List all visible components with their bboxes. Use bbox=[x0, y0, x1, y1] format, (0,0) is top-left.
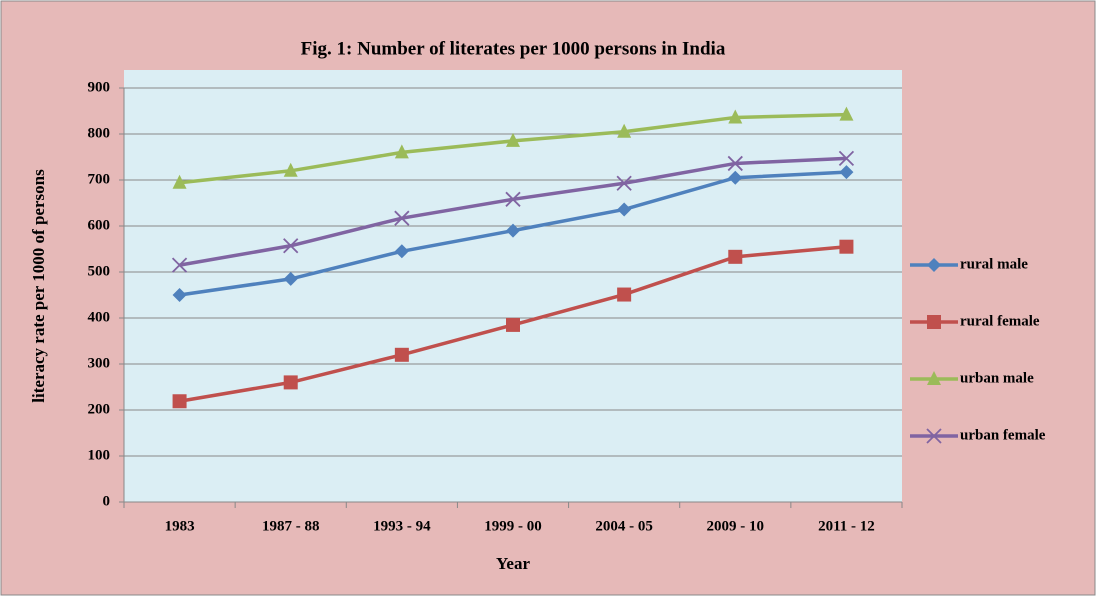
marker bbox=[728, 109, 743, 124]
marker bbox=[617, 123, 632, 138]
y-tick-label: 200 bbox=[88, 401, 111, 417]
y-tick-label: 600 bbox=[88, 217, 111, 233]
marker bbox=[927, 371, 941, 385]
marker bbox=[283, 375, 298, 390]
marker bbox=[506, 132, 520, 147]
y-tick-label: 500 bbox=[88, 263, 111, 279]
marker bbox=[506, 223, 520, 238]
y-tick-label: 400 bbox=[88, 309, 111, 325]
marker bbox=[506, 317, 520, 332]
marker bbox=[394, 244, 409, 259]
legend-label: urban male bbox=[960, 370, 1034, 386]
y-tick-label: 100 bbox=[88, 447, 111, 463]
x-tick-label: 1983 bbox=[165, 518, 195, 534]
marker bbox=[283, 271, 298, 286]
x-tick-label: 1987 - 88 bbox=[262, 518, 320, 534]
legend-label: urban female bbox=[960, 427, 1046, 443]
y-tick-label: 700 bbox=[88, 171, 111, 187]
marker bbox=[283, 162, 298, 177]
marker bbox=[283, 238, 299, 254]
marker bbox=[616, 175, 632, 191]
marker bbox=[394, 144, 409, 159]
y-tick-label: 300 bbox=[88, 355, 111, 371]
x-tick-label: 2009 - 10 bbox=[707, 518, 765, 534]
marker bbox=[838, 150, 855, 167]
marker bbox=[728, 170, 743, 185]
marker bbox=[394, 347, 409, 362]
marker bbox=[394, 210, 410, 226]
y-tick-label: 900 bbox=[88, 79, 111, 95]
legend-label: rural male bbox=[960, 256, 1028, 272]
marker bbox=[839, 239, 854, 254]
marker bbox=[839, 165, 854, 180]
legend-label: rural female bbox=[960, 313, 1040, 329]
x-axis-title: Year bbox=[496, 554, 530, 573]
marker bbox=[172, 174, 187, 189]
marker bbox=[927, 315, 941, 329]
x-tick-label: 2011 - 12 bbox=[818, 518, 875, 534]
marker bbox=[172, 394, 187, 409]
marker bbox=[505, 191, 521, 207]
marker bbox=[926, 428, 942, 444]
marker bbox=[171, 257, 188, 273]
marker bbox=[839, 106, 854, 121]
x-tick-label: 1993 - 94 bbox=[373, 518, 431, 534]
x-tick-label: 2004 - 05 bbox=[595, 518, 653, 534]
x-tick-label: 1999 - 00 bbox=[484, 518, 542, 534]
y-tick-label: 800 bbox=[88, 125, 111, 141]
marker bbox=[927, 258, 941, 272]
marker bbox=[727, 155, 743, 172]
marker bbox=[617, 287, 632, 302]
chart-title: Fig. 1: Number of literates per 1000 per… bbox=[301, 38, 726, 59]
marker bbox=[172, 288, 187, 302]
marker bbox=[617, 202, 632, 217]
y-tick-label: 0 bbox=[103, 493, 111, 509]
marker bbox=[728, 249, 743, 264]
y-axis-title: literacy rate per 1000 of persons bbox=[29, 169, 48, 403]
